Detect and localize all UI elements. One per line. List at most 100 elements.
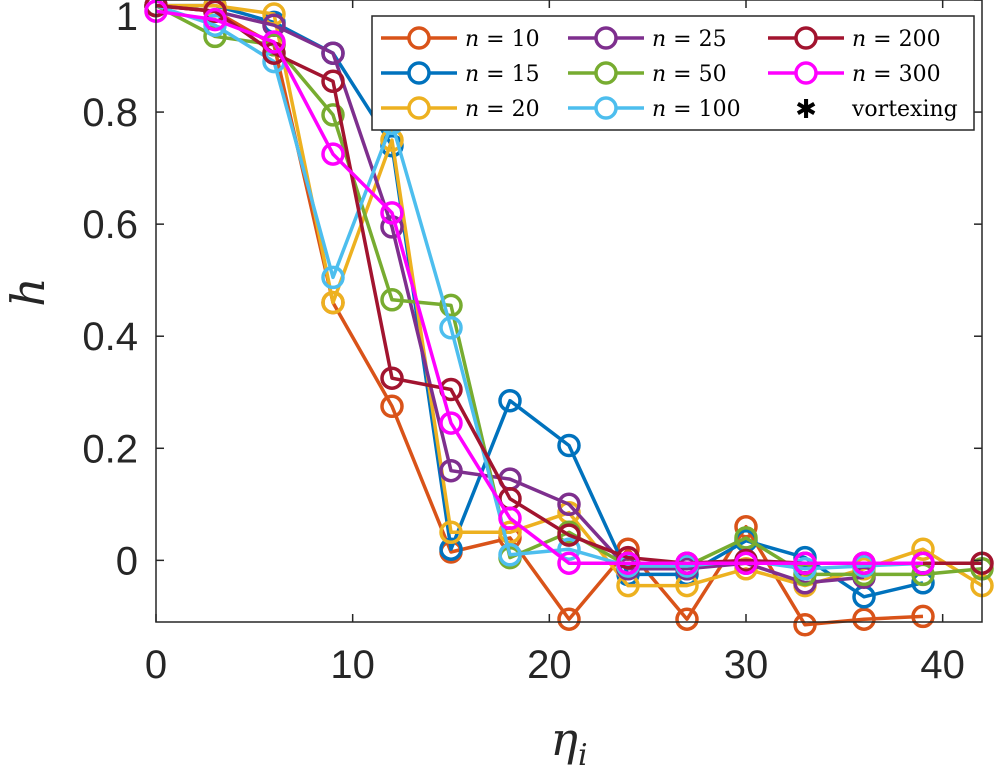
data-point [616, 551, 640, 575]
y-axis-label: h [1, 277, 55, 307]
data-point [262, 30, 286, 54]
data-point [911, 551, 935, 575]
legend-label: n = 100 [652, 97, 741, 122]
data-point [498, 506, 522, 531]
legend-marker [594, 26, 618, 50]
legend-item-20: n = 20 [381, 96, 540, 122]
legend-symbol: n [852, 62, 866, 87]
legend-symbol: n [465, 62, 479, 87]
x-axis-label-main: η [550, 712, 578, 766]
data-point [498, 388, 522, 413]
x-axis-label-subscript: i [578, 738, 588, 770]
legend-item-15: n = 15 [381, 61, 540, 87]
legend-marker [594, 61, 618, 85]
data-point [321, 103, 345, 127]
x-axis-label: ηi [550, 712, 587, 770]
legend-symbol: n [652, 97, 666, 122]
data-point [557, 607, 581, 631]
legend-item-vortexing: ✱ vortexing [795, 95, 958, 125]
data-point [380, 288, 404, 312]
data-point [439, 458, 463, 483]
data-point [321, 142, 345, 166]
data-point [734, 526, 758, 550]
vortexing-marker: ✱ [795, 95, 817, 125]
y-tick-label: 0.8 [82, 91, 138, 135]
data-point [557, 551, 581, 575]
legend-marker [794, 26, 818, 50]
legend-value: = 50 [666, 62, 726, 87]
data-point [439, 293, 463, 318]
legend-symbol: n [852, 27, 866, 52]
data-point [675, 551, 699, 575]
legend-label: n = 15 [465, 62, 540, 87]
legend-label: n = 25 [652, 27, 727, 52]
legend-label: n = 50 [652, 62, 727, 87]
data-point [439, 537, 463, 561]
legend-label: n = 200 [852, 27, 941, 52]
legend-symbol: n [652, 27, 666, 52]
data-point [911, 604, 935, 629]
legend-value: = 200 [866, 27, 940, 52]
y-tick-label: 0.6 [82, 203, 138, 247]
x-tick-label: 0 [145, 643, 167, 687]
data-point [852, 607, 876, 631]
legend-value: = 25 [666, 27, 726, 52]
data-point [439, 316, 463, 340]
data-point [793, 613, 817, 637]
data-point [380, 366, 404, 390]
data-point [321, 41, 345, 65]
series-line-10 [155, 3, 924, 627]
legend-label: n = 10 [465, 27, 540, 52]
data-point [321, 69, 345, 94]
legend-value: = 300 [866, 62, 940, 87]
data-point [557, 523, 581, 547]
legend-item-10: n = 10 [381, 26, 540, 52]
data-point [439, 520, 463, 545]
legend-marker [407, 96, 431, 120]
legend-value: = 20 [479, 97, 539, 122]
data-point [439, 411, 463, 435]
legend-symbol: n [652, 62, 666, 87]
tick-layer: 0 10 20 30 40 0 0.2 0.4 0.6 0.8 1 [82, 0, 982, 687]
data-point [675, 607, 699, 631]
legend-item-300: n = 300 [768, 61, 941, 87]
data-point [321, 290, 345, 315]
data-point [734, 551, 758, 575]
legend-value: = 100 [666, 97, 740, 122]
series-line-50 [155, 4, 983, 577]
legend-label: n = 300 [852, 62, 941, 87]
legend-item-200: n = 200 [768, 26, 941, 52]
x-tick-label: 10 [330, 643, 375, 687]
data-point [498, 543, 522, 567]
x-tick-label: 40 [920, 643, 965, 687]
data-point [380, 201, 404, 225]
data-point [203, 7, 227, 32]
data-point [557, 537, 581, 561]
y-tick-label: 0.2 [82, 427, 138, 471]
data-point [321, 265, 345, 290]
series-layer [144, 0, 994, 637]
data-point [557, 492, 581, 517]
data-point [380, 394, 404, 419]
legend-marker [407, 61, 431, 85]
y-tick-label: 0.4 [82, 315, 138, 359]
legend-label: n = 20 [465, 97, 540, 122]
x-tick-label: 20 [527, 643, 572, 687]
data-point [498, 520, 522, 545]
legend-item-25: n = 25 [568, 26, 727, 52]
data-point [793, 551, 817, 575]
y-tick-label: 0 [116, 539, 138, 583]
legend-item-100: n = 100 [568, 96, 741, 122]
legend-value: = 15 [479, 62, 539, 87]
axis-labels: ηi h [1, 277, 588, 770]
data-point [911, 537, 935, 561]
legend-symbol: n [465, 27, 479, 52]
legend-symbol: n [465, 97, 479, 122]
data-point [852, 551, 876, 575]
x-tick-label: 30 [724, 643, 769, 687]
legend-label: vortexing [851, 97, 958, 122]
y-tick-label: 1 [116, 0, 138, 39]
legend-value: = 10 [479, 27, 539, 52]
